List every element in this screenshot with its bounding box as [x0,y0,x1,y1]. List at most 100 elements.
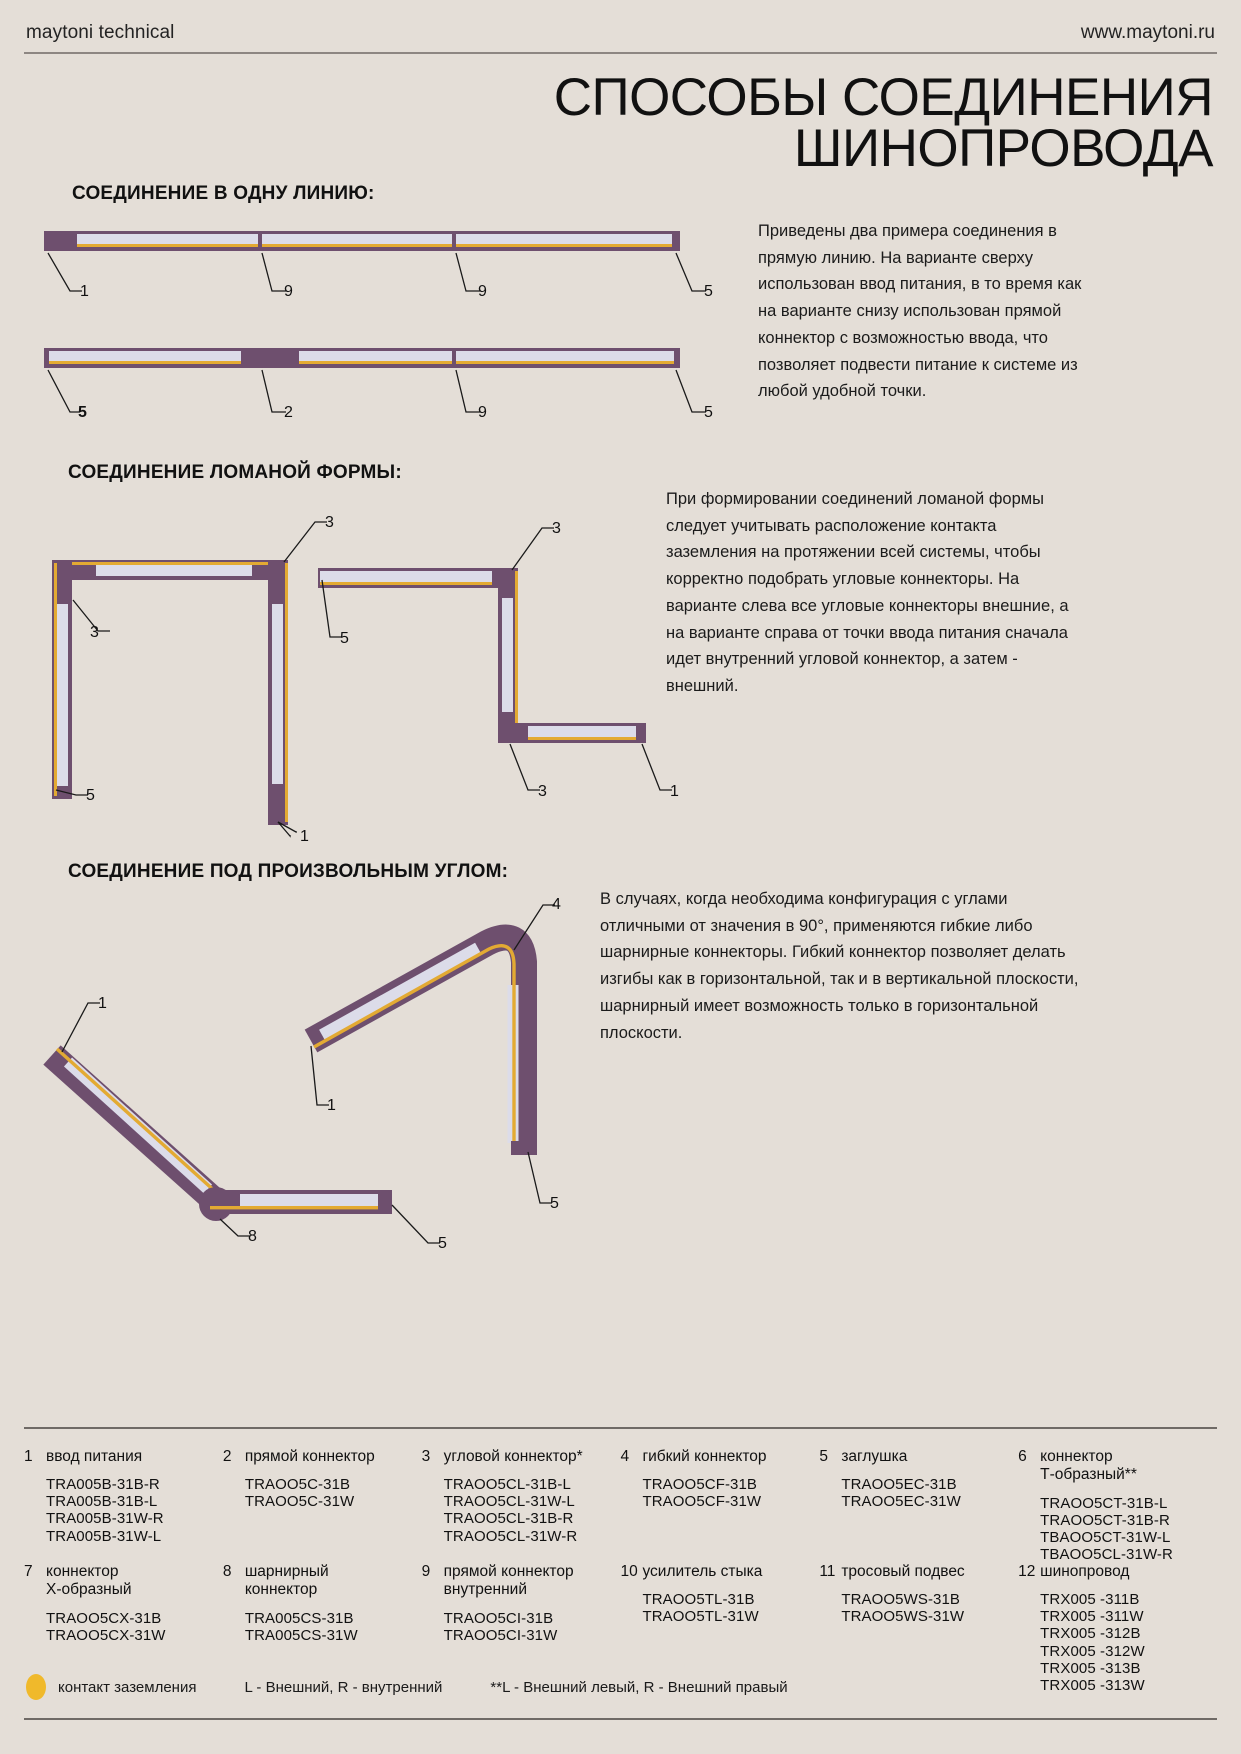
legend-code: TRAOO5CX-31W [46,1626,166,1644]
legend-item-4: 4 гибкий коннектор TRAOO5CF-31B TRAOO5CF… [620,1448,819,1563]
callout-1-angle-b: 1 [327,1097,336,1114]
legend-code: TRAOO5CI-31B [443,1609,554,1627]
callout-5-angle: 5 [550,1195,559,1212]
callout-9b: 9 [478,283,487,300]
legend-item-9: 9 прямой коннектор внутренний TRAOO5CI-3… [422,1563,621,1694]
legend-items-7-12: 7 коннектор X-образный TRAOO5CX-31B TRAO… [24,1563,1217,1694]
legend-code: TRAOO5CF-31B [642,1476,758,1494]
legend-num: 6 [1018,1448,1027,1465]
legend-name: тросовый подвес [841,1563,965,1580]
callout-3-top-left: 3 [325,514,334,531]
legend-codes: TRAOO5CI-31B TRAOO5CI-31W [444,1610,613,1644]
page-header: maytoni technical www.maytoni.ru [24,0,1217,52]
callout-3-bottom-right: 3 [538,783,547,800]
section-text-angle: В случаях, когда необходима конфигурация… [600,890,1079,1042]
title-line-2: ШИНОПРОВОДА [793,119,1214,179]
callout-4-flex: 4 [552,896,561,913]
callout-5-broken-right: 5 [340,630,349,647]
legend-code: TRAOO5CF-31W [642,1493,762,1511]
callout-2: 2 [284,404,293,421]
legend-code: TRX005 -312W [1040,1642,1145,1660]
legend-item-1: 1 ввод питания TRA005B-31B-R TRA005B-31B… [24,1448,223,1563]
legend-code: TRA005CS-31W [244,1626,358,1644]
callout-1-broken-left: 1 [300,828,309,845]
legend-code: TRAOO5CX-31B [46,1609,162,1627]
ground-contact-label: контакт заземления [58,1678,197,1696]
callout-3-inner-left: 3 [90,624,99,641]
callout-8-hinge: 8 [248,1228,257,1245]
footnote-double-star: **L - Внешний левый, R - Внешний правый [490,1678,788,1696]
legend-code: TRAOO5CL-31B-L [443,1476,571,1494]
legend-code: TRAOO5EC-31B [841,1476,957,1494]
legend-item-8: 8 шарнирный коннектор TRA005CS-31B TRA00… [223,1563,422,1694]
brand-label: maytoni technical [26,22,175,43]
section-heading-angle: СОЕДИНЕНИЕ ПОД ПРОИЗВОЛЬНЫМ УГЛОМ: [68,861,509,882]
legend-codes: TRAOO5C-31B TRAOO5C-31W [245,1476,414,1510]
legend-code: TRAOO5WS-31B [841,1591,961,1609]
legend-code: TRA005B-31W-L [46,1527,162,1545]
legend-codes: TRAOO5EC-31B TRAOO5EC-31W [841,1476,1010,1510]
legend-code: TRAOO5WS-31W [841,1608,965,1626]
legend-name: заглушка [841,1448,908,1465]
legend-code: TRAOO5CL-31B-R [443,1510,574,1528]
legend-item-7: 7 коннектор X-образный TRAOO5CX-31B TRAO… [24,1563,223,1694]
callout-9c: 9 [478,404,487,421]
legend-code: TRAOO5CT-31B-R [1040,1511,1170,1529]
legend-num: 4 [620,1448,630,1465]
legend-code: TRAOO5EC-31W [841,1493,961,1511]
legend-num: 10 [620,1563,638,1580]
legend-item-5: 5 заглушка TRAOO5EC-31B TRAOO5EC-31W [819,1448,1018,1563]
legend-codes: TRX005 -311B TRX005 -311W TRX005 -312B T… [1040,1591,1209,1694]
legend-codes: TRAOO5CL-31B-L TRAOO5CL-31W-L TRAOO5CL-3… [444,1476,613,1544]
legend-code: TRAOO5CL-31W-L [443,1493,575,1511]
callout-1: 1 [80,283,89,300]
page-title: СПОСОБЫ СОЕДИНЕНИЯ ШИНОПРОВОДА [24,68,1217,179]
legend-code: TRAOO5TL-31W [642,1608,759,1626]
legend-num: 3 [421,1448,431,1465]
legend-name: угловой коннектор* [443,1448,583,1465]
legend-code: TRA005B-31W-R [46,1510,164,1528]
legend-items-1-6: 1 ввод питания TRA005B-31B-R TRA005B-31B… [24,1448,1217,1563]
legend-codes: TRAOO5TL-31B TRAOO5TL-31W [642,1591,811,1625]
callout-9a: 9 [284,283,293,300]
legend-codes: TRAOO5CF-31B TRAOO5CF-31W [642,1476,811,1510]
section-heading-broken: СОЕДИНЕНИЕ ЛОМАНОЙ ФОРМЫ: [68,462,402,483]
legend-code: TRAOO5CL-31W-R [443,1527,578,1545]
callout-5-right: 5 [704,404,713,421]
legend-codes: TRAOO5CX-31B TRAOO5CX-31W [46,1610,215,1644]
ground-contact-icon [26,1674,46,1700]
legend-code: TRAOO5CI-31W [443,1626,558,1644]
legend-code: TRAOO5CT-31B-L [1040,1494,1168,1512]
legend-item-3: 3 угловой коннектор* TRAOO5CL-31B-L TRAO… [422,1448,621,1563]
section-text-straight: Приведены два примера соединения в пряму… [758,222,1082,401]
callout-3-top-right: 3 [552,520,561,537]
title-line-1: СПОСОБЫ СОЕДИНЕНИЯ [553,68,1214,127]
legend-item-2: 2 прямой коннектор TRAOO5C-31B TRAOO5C-3… [223,1448,422,1563]
section-text-broken: При формировании соединений ломаной форм… [666,490,1069,696]
legend-num: 5 [819,1448,828,1465]
legend-num: 9 [421,1563,431,1580]
legend-num: 11 [819,1563,836,1580]
legend-code: TRX005 -313B [1040,1659,1141,1677]
legend-name: шарнирный коннектор [244,1563,329,1599]
legend-codes: TRAOO5CT-31B-L TRAOO5CT-31B-R TBAOO5CT-3… [1040,1495,1209,1563]
legend-code: TRAOO5TL-31B [642,1591,755,1609]
callout-5-broken-left: 5 [86,787,95,804]
legend-name: прямой коннектор [244,1448,375,1465]
legend-codes: TRAOO5WS-31B TRAOO5WS-31W [841,1591,1010,1625]
callout-5-left: 5 [78,404,87,421]
legend-num: 8 [222,1563,232,1580]
legend-name: шинопровод [1040,1563,1130,1580]
legend-name: ввод питания [46,1448,143,1465]
legend-code: TRAOO5C-31W [244,1493,355,1511]
legend-code: TBAOO5CL-31W-R [1040,1545,1173,1563]
legend-item-10: 10 усилитель стыка TRAOO5TL-31B TRAOO5TL… [620,1563,819,1694]
footnote-single-star: L - Внешний, R - внутренний [244,1678,443,1696]
footer-notes: контакт заземления L - Внешний, R - внут… [26,1674,836,1700]
legend-code: TBAOO5CT-31W-L [1040,1528,1171,1546]
legend-name: усилитель стыка [642,1563,763,1580]
legend-code: TRX005 -311B [1040,1591,1140,1609]
callout-5: 5 [704,283,713,300]
legend-item-6: 6 коннектор Т-образный** TRAOO5CT-31B-L … [1018,1448,1217,1563]
